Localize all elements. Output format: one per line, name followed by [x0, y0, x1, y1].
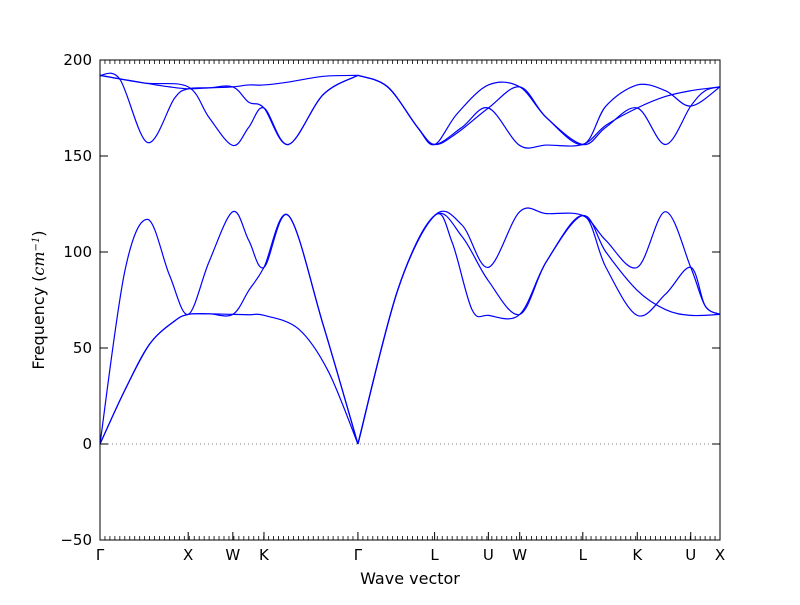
y-axis-title-suffix: ) [29, 230, 48, 236]
x-tick-label-X: X [183, 546, 193, 564]
band-line-2 [99, 213, 359, 445]
y-tick-label: 200 [63, 51, 92, 69]
x-tick-label-L: L [579, 546, 588, 564]
x-tick-label-U: U [483, 546, 494, 564]
x-tick-label-W: W [512, 546, 527, 564]
band-line-8 [357, 213, 721, 445]
y-axis-title-prefix: Frequency ( [29, 276, 48, 370]
band-line-12 [357, 74, 721, 149]
series-layer [99, 72, 721, 445]
x-tick-label-U: U [685, 546, 696, 564]
y-tick-label: −50 [60, 531, 92, 549]
band-line-1 [99, 313, 359, 445]
x-tick-label-X: X [715, 546, 725, 564]
band-line-10 [357, 74, 721, 146]
x-tick-label-K: K [259, 546, 270, 564]
band-line-7 [357, 207, 721, 445]
band-line-6 [99, 74, 359, 146]
x-tick-label-L: L [430, 546, 439, 564]
band-line-4 [99, 72, 358, 144]
band-line-3 [99, 210, 359, 445]
x-tick-label-Γ: Γ [96, 546, 105, 564]
y-tick-label: 50 [73, 339, 92, 357]
x-axis-title: Wave vector [360, 569, 460, 588]
y-tick-label: 150 [63, 147, 92, 165]
x-tick-label-K: K [632, 546, 643, 564]
y-axis-title-unit: cm [29, 251, 48, 275]
x-tick-label-W: W [225, 546, 240, 564]
y-axis-title: Frequency (cm−1) [29, 230, 48, 369]
y-axis-title-exponent: −1 [31, 237, 42, 252]
x-tick-label-Γ: Γ [354, 546, 363, 564]
y-tick-label: 100 [63, 243, 92, 261]
band-line-9 [357, 212, 721, 445]
plot-frame [99, 59, 721, 541]
y-tick-label: 0 [82, 435, 92, 453]
